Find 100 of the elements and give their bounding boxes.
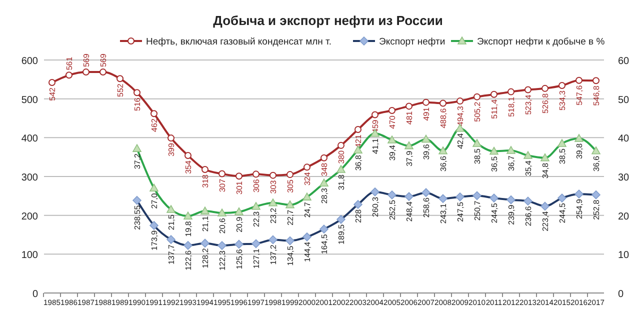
point [218, 170, 226, 178]
data-label: 534,3 [558, 90, 567, 111]
point [134, 89, 140, 96]
data-label: 41,1 [371, 138, 380, 154]
data-label: 324 [303, 172, 312, 186]
point [524, 86, 532, 94]
data-label: 127,1 [252, 248, 261, 269]
data-label: 36,6 [592, 155, 601, 172]
data-label: 38,5 [558, 148, 567, 164]
point [576, 76, 582, 84]
data-label: 505,2 [473, 101, 482, 122]
y2-tick-label: 50 [618, 94, 630, 106]
data-label: 462 [150, 118, 159, 132]
data-label: 28,3 [320, 188, 329, 204]
y-tick-label: 600 [21, 56, 38, 67]
data-label: 35,4 [524, 160, 533, 176]
data-label: 421 [354, 134, 363, 148]
data-label: 523,4 [524, 94, 533, 115]
data-label: 481 [405, 110, 414, 125]
point [66, 72, 72, 79]
data-label: 238,55 [133, 204, 142, 230]
legend-label: Нефть, включая газовый конденсат млн т. [146, 36, 332, 48]
data-label: 39,6 [422, 144, 431, 160]
chart-title: Добыча и экспорт нефти из России [213, 13, 443, 28]
y2-tick-label: 10 [618, 250, 630, 262]
data-label: 491 [422, 106, 431, 121]
data-label: 488,6 [439, 108, 448, 128]
point [388, 106, 396, 114]
point [82, 68, 90, 76]
data-label: 526,8 [541, 92, 550, 114]
legend-label: Экспорт нефти [379, 36, 446, 48]
data-label: 260,3 [371, 196, 380, 217]
data-label: 307 [218, 178, 227, 192]
data-label: 244,5 [558, 202, 567, 224]
y-tick-label: 100 [21, 250, 38, 262]
data-label: 228 [354, 208, 363, 223]
data-label: 42,4 [456, 132, 465, 149]
point [456, 98, 464, 105]
data-label: 248,4 [405, 201, 414, 222]
data-label: 122,6 [184, 250, 193, 270]
y2-tick-label: 20 [618, 211, 630, 222]
y-tick-label: 400 [21, 134, 38, 145]
data-label: 399 [167, 142, 176, 156]
data-label: 380 [337, 150, 346, 164]
point [372, 111, 378, 118]
point [270, 172, 276, 179]
data-label: 21,5 [167, 214, 176, 230]
point [558, 82, 566, 90]
data-label: 516 [133, 97, 142, 111]
point [422, 98, 430, 106]
point [304, 164, 310, 171]
point [490, 90, 498, 98]
point [150, 110, 158, 118]
data-label: 511,4 [490, 98, 499, 119]
data-label: 243,1 [439, 203, 448, 224]
data-label: 561 [65, 56, 74, 70]
data-label: 134,5 [286, 245, 295, 266]
data-label: 24,7 [303, 202, 312, 218]
point [116, 75, 124, 82]
data-label: 305 [286, 179, 295, 193]
point [474, 93, 480, 100]
data-label: 247,5 [456, 201, 465, 222]
y2-tick-label: 0 [618, 289, 624, 300]
point [320, 154, 328, 162]
data-label: 137,2 [269, 244, 278, 265]
data-label: 542 [48, 86, 57, 101]
data-label: 122,3 [218, 250, 227, 271]
data-label: 223,4 [541, 210, 550, 232]
data-label: 189,5 [337, 224, 346, 244]
data-label: 31,8 [337, 174, 346, 190]
data-label: 244,5 [490, 202, 499, 224]
y2-tick-label: 30 [618, 172, 630, 184]
data-label: 494,3 [456, 106, 465, 126]
data-label: 318 [201, 174, 210, 188]
data-label: 23,2 [269, 207, 278, 224]
data-label: 518,1 [507, 96, 516, 117]
data-label: 37,9 [405, 150, 414, 166]
point [100, 68, 106, 76]
data-label: 569 [99, 53, 108, 68]
point [440, 100, 446, 107]
y-tick-label: 300 [21, 172, 38, 184]
data-label: 547,6 [575, 84, 584, 106]
point [406, 102, 412, 110]
y-tick-label: 0 [32, 289, 38, 300]
data-label: 22,7 [286, 209, 295, 226]
data-label: 236,6 [524, 206, 533, 226]
data-label: 258,6 [422, 197, 431, 218]
point [508, 88, 514, 96]
point [542, 84, 548, 92]
data-label: 470 [388, 114, 397, 129]
y2-tick-label: 60 [618, 56, 630, 67]
data-label: 303 [269, 180, 278, 194]
point [252, 170, 260, 178]
data-label: 546,8 [592, 85, 601, 106]
data-label: 252,5 [388, 199, 397, 220]
y-tick-label: 200 [21, 211, 38, 222]
point [184, 152, 192, 160]
data-label: 36,8 [354, 154, 363, 171]
y-tick-label: 500 [21, 94, 38, 106]
data-label: 552 [116, 83, 125, 97]
